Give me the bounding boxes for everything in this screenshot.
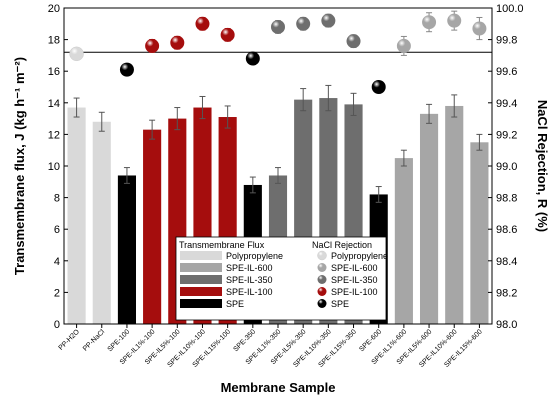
left-tick-label: 14 xyxy=(48,98,60,110)
legend-flux-label: SPE-IL-600 xyxy=(226,263,273,273)
bar-PP-NaCl xyxy=(92,121,111,324)
rejection-marker-SPE-100 xyxy=(119,62,134,77)
right-tick-label: 98.4 xyxy=(496,256,517,268)
right-tick-label: 99.4 xyxy=(496,98,517,110)
legend-rejection-marker-il100 xyxy=(317,287,327,296)
left-tick-label: 0 xyxy=(54,319,60,331)
x-tick-label: PP-H2O xyxy=(58,328,82,352)
legend-flux-swatch-pp xyxy=(180,251,222,260)
x-axis-title: Membrane Sample xyxy=(221,380,336,395)
rejection-marker-SPE-IL15%-350 xyxy=(346,34,361,49)
legend-rejection-marker-spe xyxy=(317,299,327,308)
rejection-marker-SPE-IL15%-100 xyxy=(220,27,235,42)
left-tick-label: 2 xyxy=(54,287,60,299)
bar-SPE-IL5%-600 xyxy=(419,113,439,324)
left-tick-label: 10 xyxy=(48,161,60,173)
x-tick-label: SPE-100 xyxy=(107,328,132,353)
right-tick-label: 98.6 xyxy=(496,224,517,236)
bar-PP-H2O xyxy=(67,107,86,324)
rejection-marker-SPE-350 xyxy=(245,51,260,66)
legend-rejection-marker-il350 xyxy=(317,275,327,284)
right-y-axis-title: NaCl Rejection, R (%) xyxy=(535,100,550,232)
x-tick-label: PP-NaCl xyxy=(82,328,107,353)
rejection-marker-SPE-IL10%-600 xyxy=(447,13,462,28)
bar-SPE-IL1%-600 xyxy=(394,158,413,324)
left-tick-label: 16 xyxy=(48,66,60,78)
legend-rejection-label: SPE-IL-100 xyxy=(331,287,378,297)
legend-rejection-label: Polypropylene xyxy=(331,251,388,261)
legend-entries: Polypropylene Polypropylene SPE-IL-600 SPE-… xyxy=(180,250,388,309)
legend-rejection-title: NaCl Rejection xyxy=(312,240,372,250)
legend-flux-title: Transmembrane Flux xyxy=(179,240,265,250)
rejection-marker-SPE-IL5%-600 xyxy=(422,15,437,30)
rejection-marker-SPE-IL5%-350 xyxy=(296,16,311,31)
left-tick-label: 20 xyxy=(48,3,60,15)
rejection-marker-SPE-600 xyxy=(371,80,386,94)
rejection-markers xyxy=(69,10,487,94)
rejection-marker-SPE-IL1%-350 xyxy=(271,19,285,34)
right-axis-ticks: 98.0 98.2 98.4 98.6 98.8 99.0 99.2 99.4 99.6 99.8… xyxy=(488,3,524,331)
x-tick-label: SPE-600 xyxy=(358,328,383,353)
bar-SPE-IL10%-600 xyxy=(445,105,464,325)
right-tick-label: 99.6 xyxy=(496,66,517,78)
x-tick-label: SPE-350 xyxy=(232,328,257,353)
bar-SPE-IL1%-100 xyxy=(143,129,162,324)
legend-rejection-marker-il600 xyxy=(317,263,327,272)
legend-rejection-label: SPE-IL-600 xyxy=(331,263,378,273)
rejection-marker-SPE-IL10%-100 xyxy=(195,16,210,31)
right-tick-label: 99.8 xyxy=(496,35,517,47)
bar-SPE-100 xyxy=(117,175,137,324)
rejection-marker-SPE-IL1%-600 xyxy=(396,38,411,53)
legend-flux-label: Polypropylene xyxy=(226,251,283,261)
left-tick-label: 12 xyxy=(48,129,60,141)
rejection-marker-SPE-IL5%-100 xyxy=(170,35,185,50)
left-tick-label: 8 xyxy=(54,193,60,205)
legend-flux-label: SPE-IL-100 xyxy=(226,287,273,297)
right-tick-label: 98.2 xyxy=(496,287,517,299)
right-tick-label: 100.0 xyxy=(496,3,524,15)
bar-SPE-IL15%-600 xyxy=(470,142,489,324)
left-tick-label: 18 xyxy=(48,35,60,47)
left-axis-ticks: 0 2 4 6 8 10 12 14 16 18 20 xyxy=(48,3,68,331)
rejection-marker-PP-H2O xyxy=(69,46,84,62)
left-y-axis-title: Transmembrane flux, J (kg h⁻¹ m⁻²) xyxy=(12,57,27,275)
legend-flux-swatch-il600 xyxy=(180,263,222,272)
rejection-marker-SPE-IL10%-350 xyxy=(321,13,336,28)
flux-error-bars xyxy=(73,84,483,203)
left-tick-label: 4 xyxy=(54,256,60,268)
legend-flux-swatch-spe xyxy=(180,299,222,308)
legend-rejection-label: SPE-IL-350 xyxy=(331,275,378,285)
right-tick-label: 98.0 xyxy=(496,319,517,331)
legend-flux-label: SPE-IL-350 xyxy=(226,275,273,285)
legend-flux-swatch-il100 xyxy=(180,287,222,296)
rejection-marker-SPE-IL15%-600 xyxy=(472,21,487,36)
legend-rejection-marker-pp xyxy=(317,250,327,261)
right-tick-label: 98.8 xyxy=(496,193,517,205)
x-axis-ticks: PP-H2O PP-NaCl SPE-100SPE-IL1%-100SPE-IL5%… xyxy=(58,324,484,369)
right-tick-label: 99.0 xyxy=(496,161,517,173)
rejection-marker-SPE-IL1%-100 xyxy=(145,38,160,53)
legend-flux-label: SPE xyxy=(226,299,244,309)
legend-flux-swatch-il350 xyxy=(180,275,222,284)
left-tick-label: 6 xyxy=(54,224,60,236)
right-tick-label: 99.2 xyxy=(496,129,517,141)
legend-rejection-label: SPE xyxy=(331,299,349,309)
